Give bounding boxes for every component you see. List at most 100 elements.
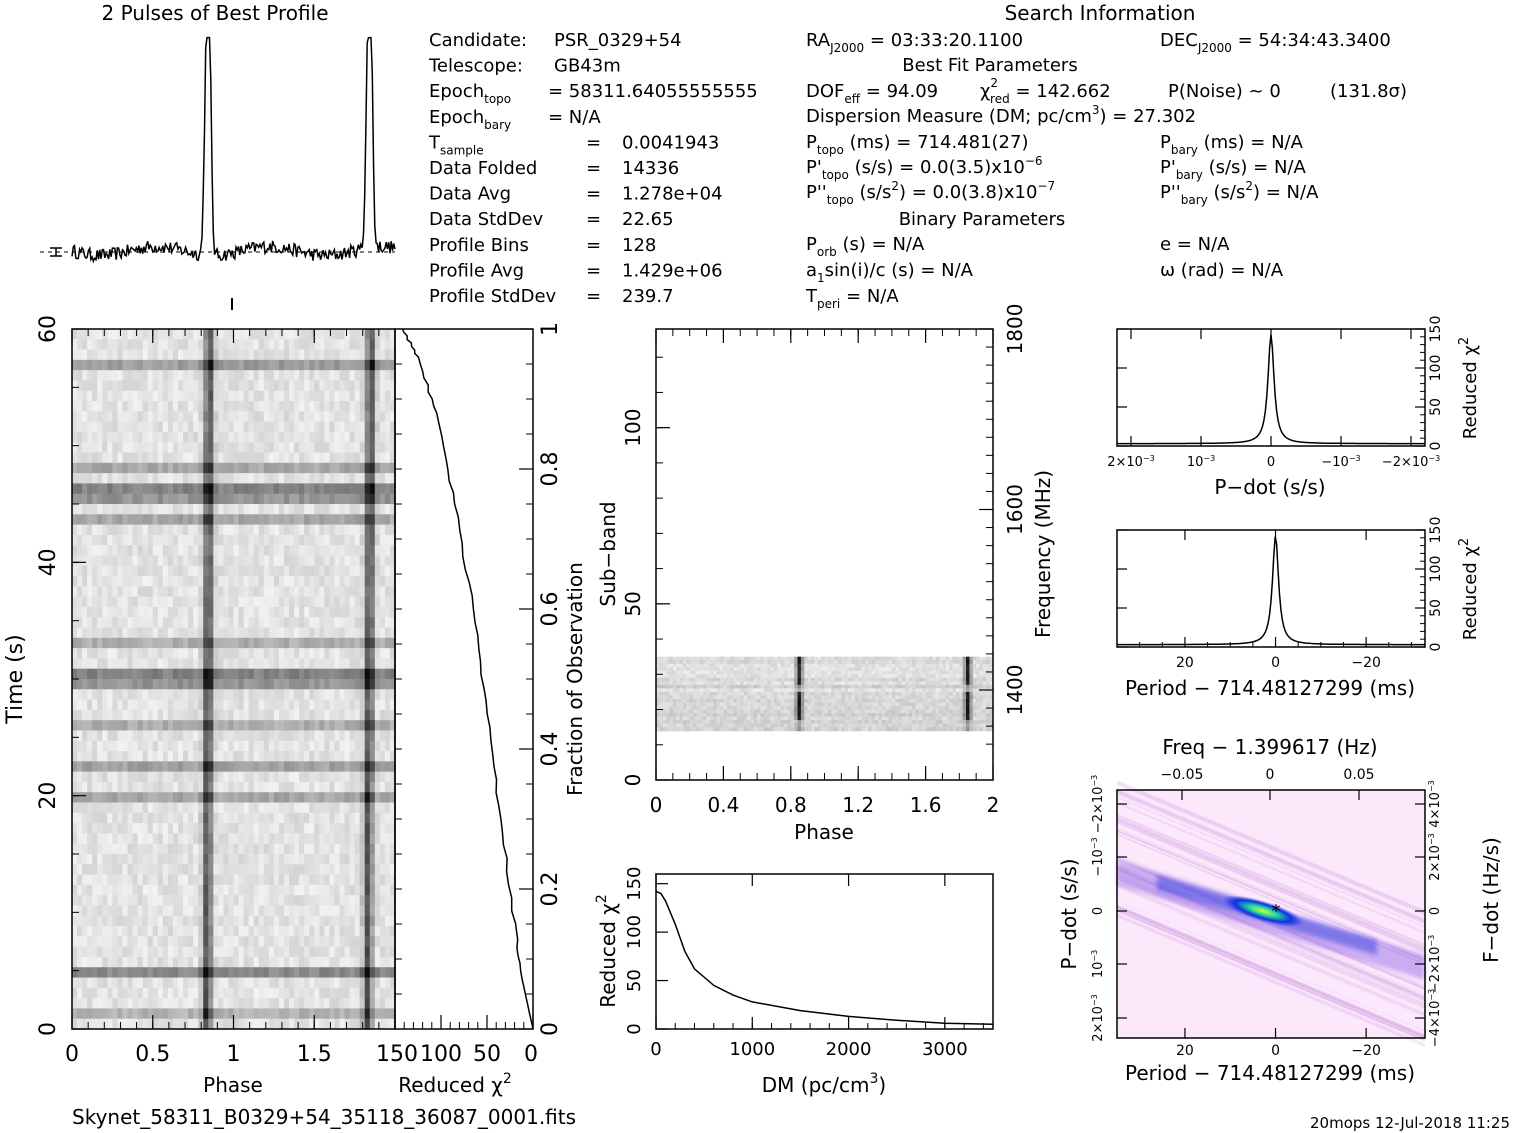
time-phase-cell [112,493,119,505]
time-phase-cell [364,802,371,814]
subband-cell [814,660,819,665]
time-phase-cell [359,926,366,937]
time-phase-cell [233,699,240,711]
time-phase-cell [228,843,235,855]
time-phase-cell [233,421,240,433]
time-phase-cell [193,648,199,660]
time-phase-cell [152,514,159,526]
time-phase-cell [167,977,174,989]
time-phase-cell [72,380,78,392]
time-phase-cell [152,1008,159,1020]
time-phase-cell [218,359,225,371]
time-phase-cell [172,658,179,670]
time-phase-cell [102,854,108,865]
time-phase-cell [354,473,361,485]
subband-cell [726,667,731,672]
time-phase-cell [172,905,179,917]
time-phase-cell [248,658,255,670]
time-phase-cell [122,555,129,567]
time-phase-cell [384,586,391,598]
time-phase-cell [263,329,270,340]
time-phase-cell [177,936,184,948]
time-phase-cell [334,596,341,608]
subband-cell [811,667,815,672]
time-phase-cell [289,751,295,762]
time-phase-cell [228,967,235,979]
time-phase-cell [364,565,371,577]
info-value-3: = N/A [548,107,601,128]
time-phase-cell [218,637,225,649]
time-phase-cell [152,565,159,577]
time-phase-cell [203,740,209,752]
time-phase-cell [223,915,230,927]
porb-label: Porb (s) = N/A [806,234,925,259]
time-phase-cell [299,627,305,639]
time-phase-cell [258,699,265,711]
time-phase-cell [263,637,270,649]
time-phase-cell [107,493,113,505]
time-phase-cell [172,462,179,474]
time-phase-cell [384,452,391,464]
time-phase-cell [238,452,245,464]
subband-cell [868,660,873,665]
time-phase-cell [193,730,199,742]
time-phase-cell [198,524,204,536]
info-label-1: Telescope: [428,56,523,77]
time-phase-cell [127,637,134,649]
time-phase-cell [147,689,154,701]
time-phase-cell [238,709,245,721]
time-phase-cell [112,926,119,937]
time-phase-cell [107,781,113,793]
time-phase-cell [364,977,371,989]
time-phase-cell [268,1008,275,1020]
time-phase-cell [324,843,330,855]
time-phase-cell [198,771,204,783]
time-phase-cell [339,956,346,968]
time-phase-cell [248,699,255,711]
time-phase-cell [299,514,305,526]
time-phase-cell [203,349,209,361]
time-phase-cell [263,689,270,701]
subband-cell [888,656,893,661]
subband-cell [928,656,933,661]
time-phase-cell [203,720,209,732]
time-phase-cell [183,555,189,567]
time-phase-cell [243,627,250,639]
time-phase-cell [137,442,144,454]
time-phase-cell [82,823,88,835]
time-phase-cell [283,874,290,886]
time-phase-cell [137,514,144,526]
time-phase-cell [183,771,189,783]
time-phase-cell [354,380,361,392]
time-phase-cell [72,401,78,412]
time-phase-cell [344,565,351,577]
time-phase-cell [183,956,189,968]
time-phase-cell [137,905,144,917]
time-phase-cell [379,658,386,670]
time-phase-cell [379,699,386,711]
time-phase-cell [344,854,351,865]
time-phase-cell [183,390,189,402]
subband-cell [834,663,839,668]
time-phase-cell [107,606,113,618]
time-phase-cell [379,946,386,958]
time-phase-cell [359,421,366,433]
time-phase-cell [87,329,93,340]
time-phase-cell [87,545,93,557]
time-phase-cell [198,740,204,752]
time-phase-cell [329,421,336,433]
time-phase-cell [117,462,124,474]
time-phase-cell [87,627,93,639]
time-phase-cell [122,874,129,886]
time-phase-cell [389,843,396,855]
time-phase-cell [273,637,280,649]
time-phase-cell [228,648,235,660]
time-phase-cell [203,926,209,937]
time-phase-cell [369,823,376,835]
time-phase-cell [218,998,225,1010]
subband-cell [989,663,994,668]
time-phase-cell [319,380,325,392]
time-phase-cell [243,401,250,412]
subband-cell [784,663,789,668]
